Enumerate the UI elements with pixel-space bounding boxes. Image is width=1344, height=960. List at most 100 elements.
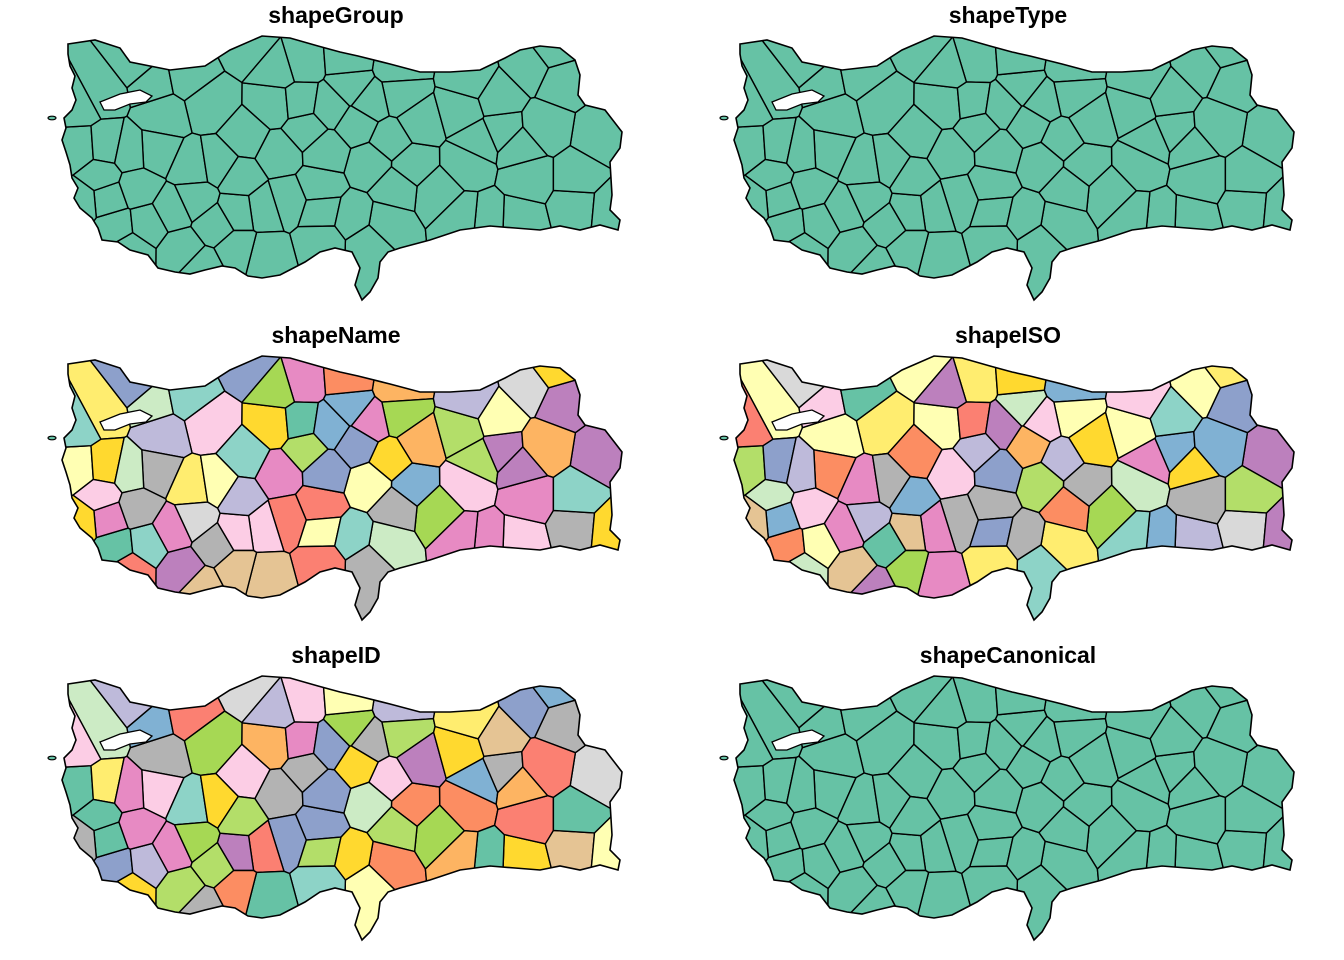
province-region — [1116, 437, 1171, 485]
province-region — [444, 117, 499, 165]
island — [719, 755, 729, 761]
inland-sea — [99, 729, 154, 751]
provinces-group — [62, 676, 622, 940]
province-region — [790, 807, 840, 850]
province-region — [62, 551, 157, 620]
province-region — [885, 869, 930, 939]
province-region — [213, 229, 258, 299]
province-region — [213, 549, 258, 619]
province-region — [1149, 65, 1204, 117]
province-region — [1216, 509, 1268, 620]
country-border — [61, 675, 623, 942]
country-border — [733, 675, 1295, 942]
province-region — [241, 356, 296, 409]
province-region — [1216, 829, 1268, 940]
province-region — [984, 78, 1023, 131]
province-region — [1116, 757, 1171, 805]
province-region — [845, 821, 893, 864]
province-region — [913, 36, 968, 89]
country-border — [733, 35, 1295, 302]
province-region — [62, 174, 97, 283]
province-region — [734, 551, 829, 620]
province-region — [371, 676, 444, 723]
provinces-group — [734, 676, 1294, 940]
inland-sea — [99, 409, 154, 431]
province-region — [734, 871, 829, 940]
province-region — [885, 229, 930, 299]
province-region — [312, 78, 351, 131]
panel-title: shapeID — [291, 642, 381, 668]
province-region — [801, 202, 841, 250]
province-region — [241, 36, 296, 89]
province-region — [1116, 117, 1171, 165]
map-panel: shapeType — [672, 0, 1344, 320]
map-panel: shapeName — [0, 320, 672, 640]
province-map — [719, 355, 1295, 622]
island — [47, 755, 57, 761]
province-map — [719, 675, 1295, 942]
map-panel: shapeID — [0, 640, 672, 960]
province-region — [1043, 356, 1116, 403]
panel-title: shapeISO — [954, 322, 1062, 348]
province-region — [734, 231, 829, 300]
province-region — [477, 705, 532, 757]
province-region — [993, 356, 1052, 396]
island — [47, 115, 57, 121]
province-region — [845, 181, 893, 224]
province-region — [173, 821, 221, 864]
inland-sea — [99, 89, 154, 111]
inland-sea — [771, 409, 826, 431]
map-panel: shapeISO — [672, 320, 1344, 640]
province-region — [734, 494, 769, 603]
island — [47, 435, 57, 441]
province-region — [444, 437, 499, 485]
province-map — [47, 355, 623, 622]
province-region — [173, 501, 221, 544]
province-region — [1167, 766, 1221, 810]
province-region — [118, 167, 168, 210]
inland-sea — [771, 729, 826, 751]
province-region — [913, 356, 968, 409]
province-region — [984, 718, 1023, 771]
province-region — [129, 842, 169, 890]
panel-title: shapeGroup — [268, 2, 404, 28]
province-map — [47, 35, 623, 302]
country-border — [61, 35, 623, 302]
panel-title: shapeType — [948, 2, 1068, 28]
province-region — [62, 494, 97, 603]
map-panel: shapeGroup — [0, 0, 672, 320]
province-region — [1216, 189, 1268, 300]
province-region — [312, 718, 351, 771]
province-map — [719, 35, 1295, 302]
province-region — [984, 398, 1023, 451]
province-region — [734, 174, 769, 283]
province-region — [213, 869, 258, 939]
panel-title: shapeCanonical — [919, 642, 1097, 668]
province-region — [312, 398, 351, 451]
province-region — [62, 871, 157, 940]
country-border — [61, 355, 623, 622]
province-region — [118, 807, 168, 850]
provinces-group — [734, 36, 1294, 300]
province-region — [734, 814, 769, 923]
province-region — [444, 757, 499, 805]
province-region — [845, 501, 893, 544]
province-region — [993, 676, 1052, 716]
map-panel: shapeCanonical — [672, 640, 1344, 960]
province-region — [1149, 705, 1204, 757]
province-region — [477, 385, 532, 437]
province-region — [801, 522, 841, 570]
province-region — [544, 509, 596, 620]
panel-title: shapeName — [271, 322, 401, 348]
province-region — [241, 676, 296, 729]
province-region — [321, 356, 380, 396]
island — [719, 115, 729, 121]
province-region — [62, 231, 157, 300]
province-region — [173, 181, 221, 224]
provinces-group — [734, 356, 1294, 620]
province-region — [993, 36, 1052, 76]
province-region — [118, 487, 168, 530]
island — [719, 435, 729, 441]
province-region — [1149, 385, 1204, 437]
province-region — [321, 36, 380, 76]
